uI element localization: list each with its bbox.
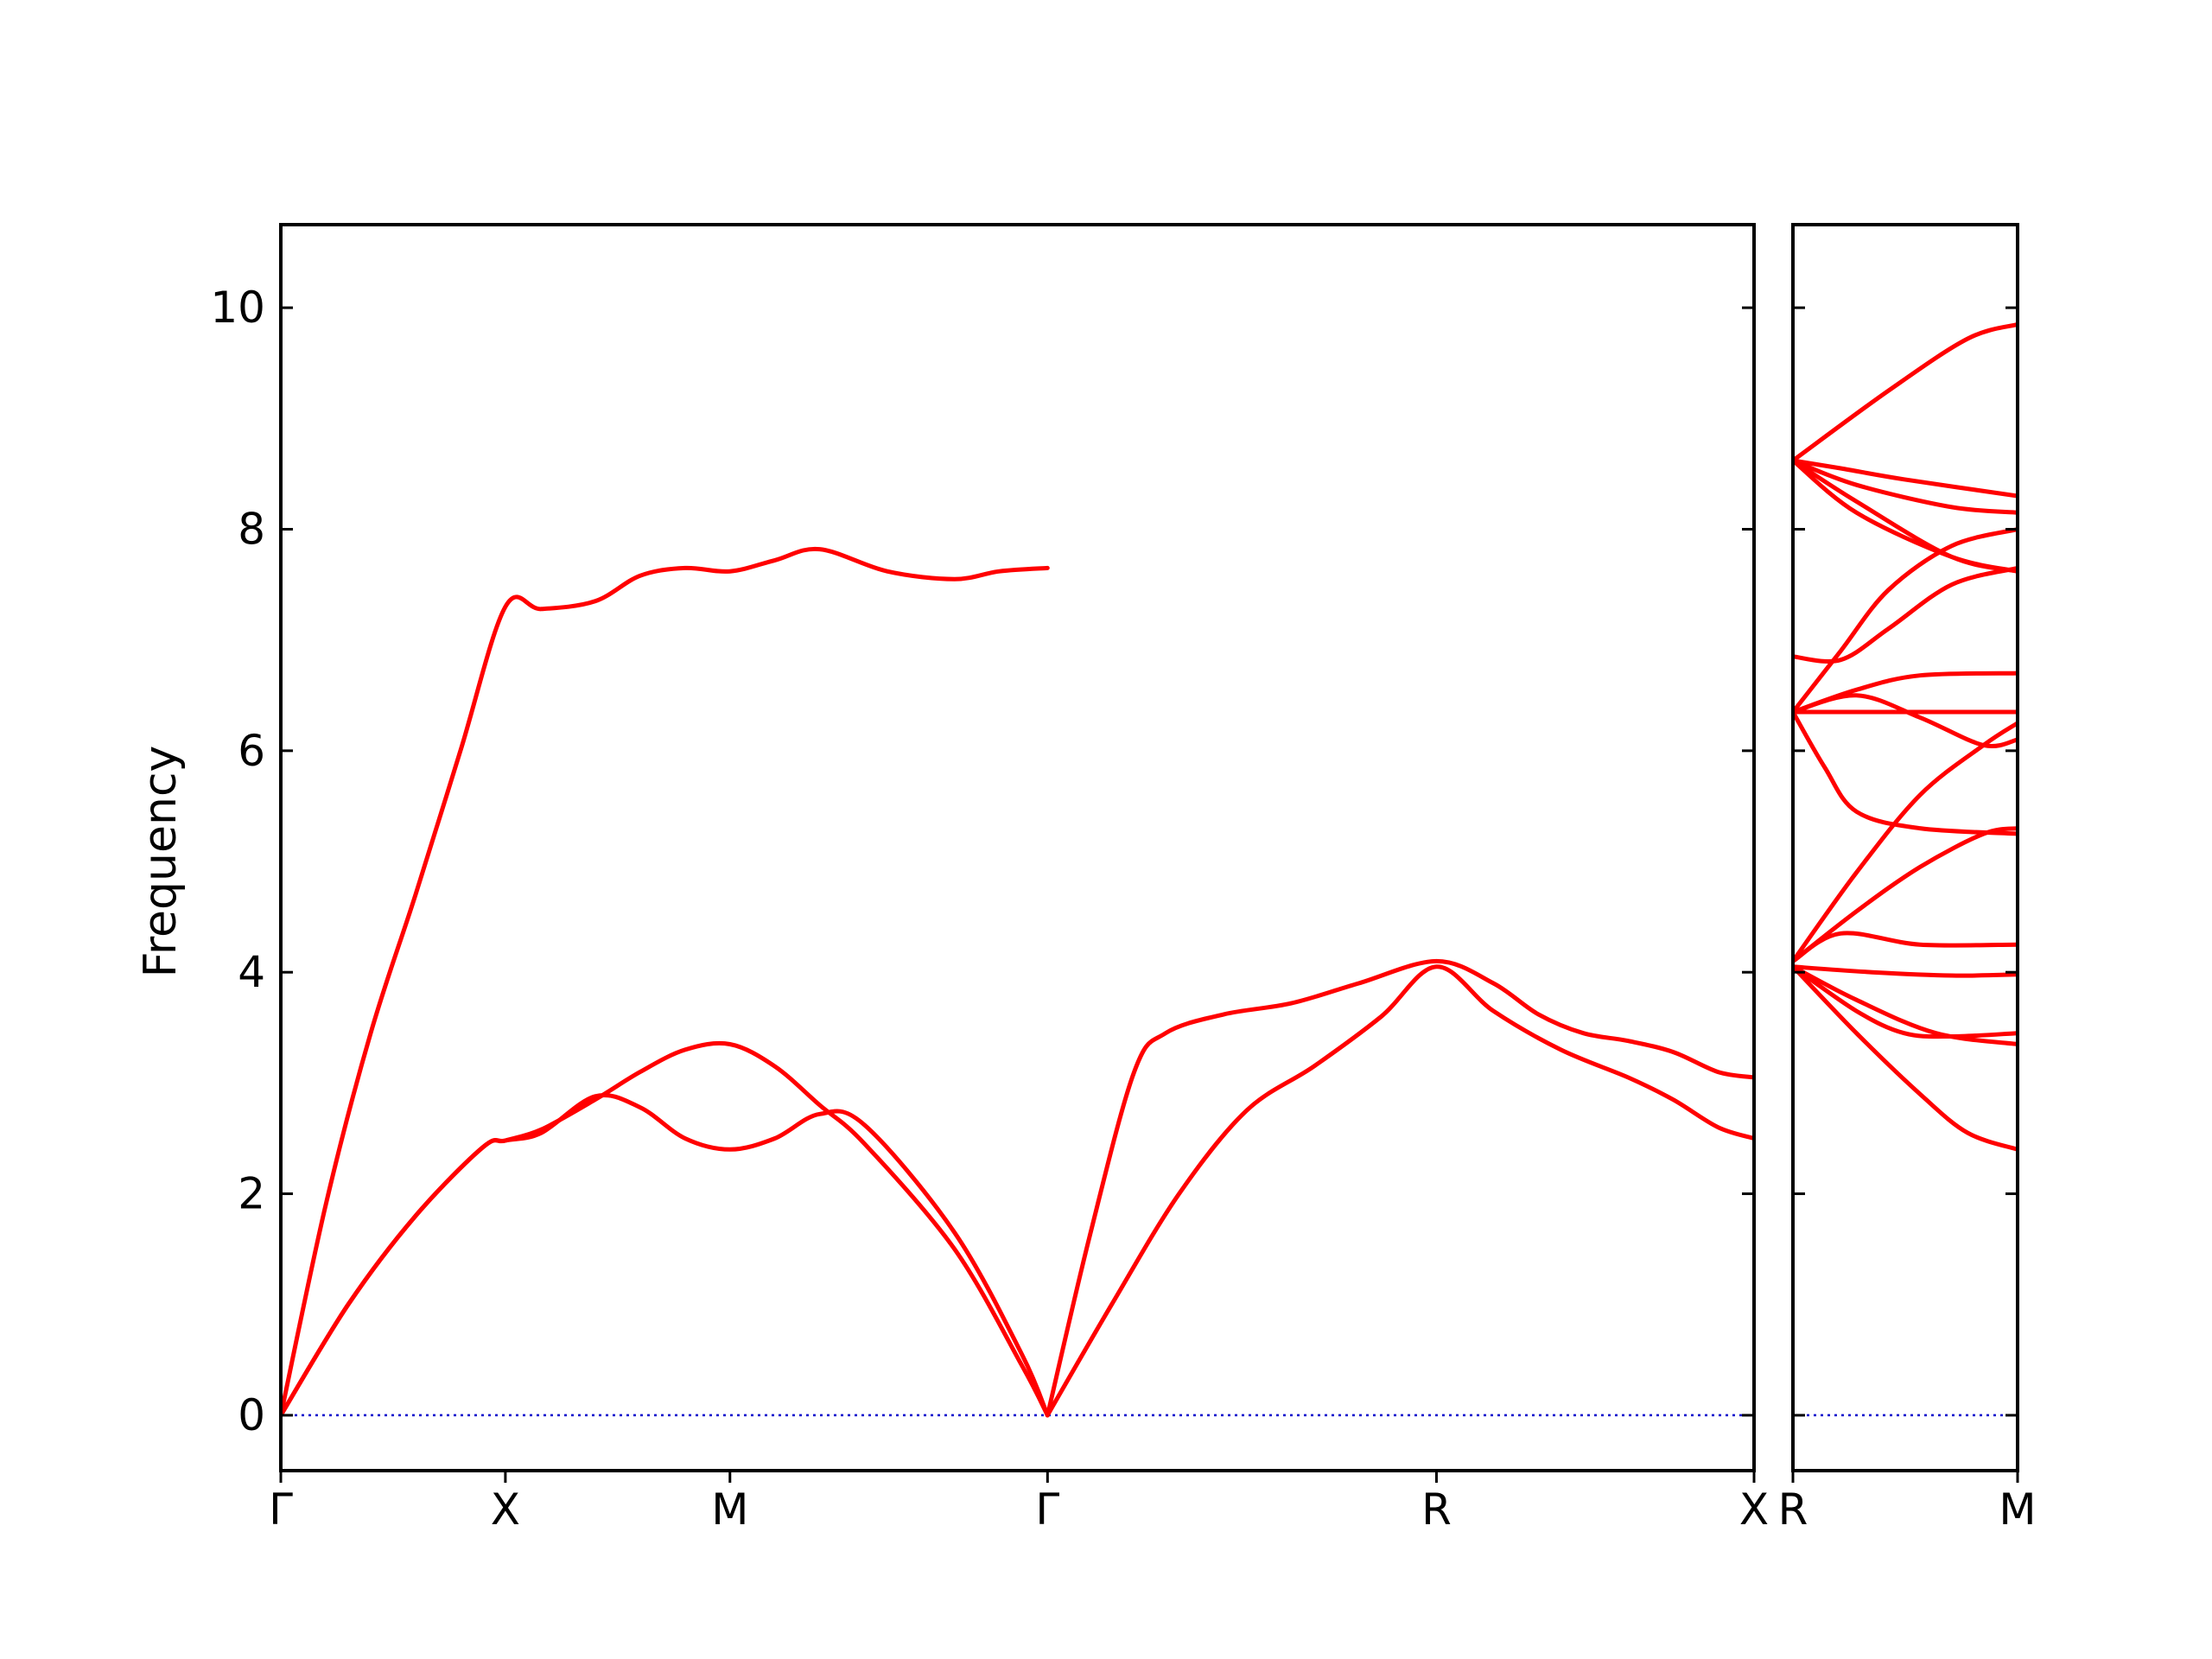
x-tick-label: Γ: [269, 1484, 293, 1535]
phonon-band-line: [1793, 458, 2018, 574]
phonon-band-line: [1045, 958, 1754, 1418]
phonon-band-line: [1793, 931, 2018, 963]
phonon-band-line: [1793, 964, 2018, 978]
phonon-band-line: [1793, 964, 2018, 1152]
plot-frame: [1791, 223, 2019, 1472]
x-tick-label: R: [1421, 1484, 1452, 1535]
panel-main: 0 2 4 6 8 10 Γ X M Γ R X: [210, 223, 1769, 1535]
y-tick-label: 2: [238, 1169, 265, 1219]
x-tick-label: M: [711, 1484, 748, 1535]
y-tick-label: 6: [238, 726, 265, 776]
y-axis-label: Frequency: [135, 746, 187, 978]
phonon-band-line: [281, 1040, 1050, 1418]
phonon-band-line: [1793, 458, 2018, 515]
y-tick-label: 10: [210, 283, 265, 333]
x-tick-label: R: [1778, 1484, 1808, 1535]
phonon-band-line: [1793, 693, 2018, 748]
x-tick-label: M: [1999, 1484, 2036, 1535]
plot-frame: [279, 223, 1756, 1472]
phonon-band-line: [1793, 721, 2018, 963]
phonon-band-line: [281, 546, 1050, 1418]
phonon-band-line: [1793, 671, 2018, 715]
phonon-band-line: [1045, 964, 1754, 1418]
phonon-band-line: [1793, 565, 2018, 664]
phonon-band-line: [1793, 527, 2018, 715]
phonon-band-line: [1793, 964, 2018, 1039]
x-tick-label: Γ: [1035, 1484, 1059, 1535]
x-tick-label: X: [1739, 1484, 1769, 1535]
phonon-band-line: [281, 1093, 1050, 1418]
phonon-band-line: [1793, 964, 2018, 1046]
phonon-band-line: [1793, 458, 2018, 499]
y-tick-label: 4: [238, 947, 265, 997]
phonon-band-line: [1793, 458, 2018, 574]
x-tick-label: X: [491, 1484, 520, 1535]
phonon-band-line: [1793, 709, 2018, 836]
phonon-band-line: [1793, 321, 2018, 463]
y-tick-label: 0: [238, 1390, 265, 1440]
y-tick-label: 8: [238, 504, 265, 554]
